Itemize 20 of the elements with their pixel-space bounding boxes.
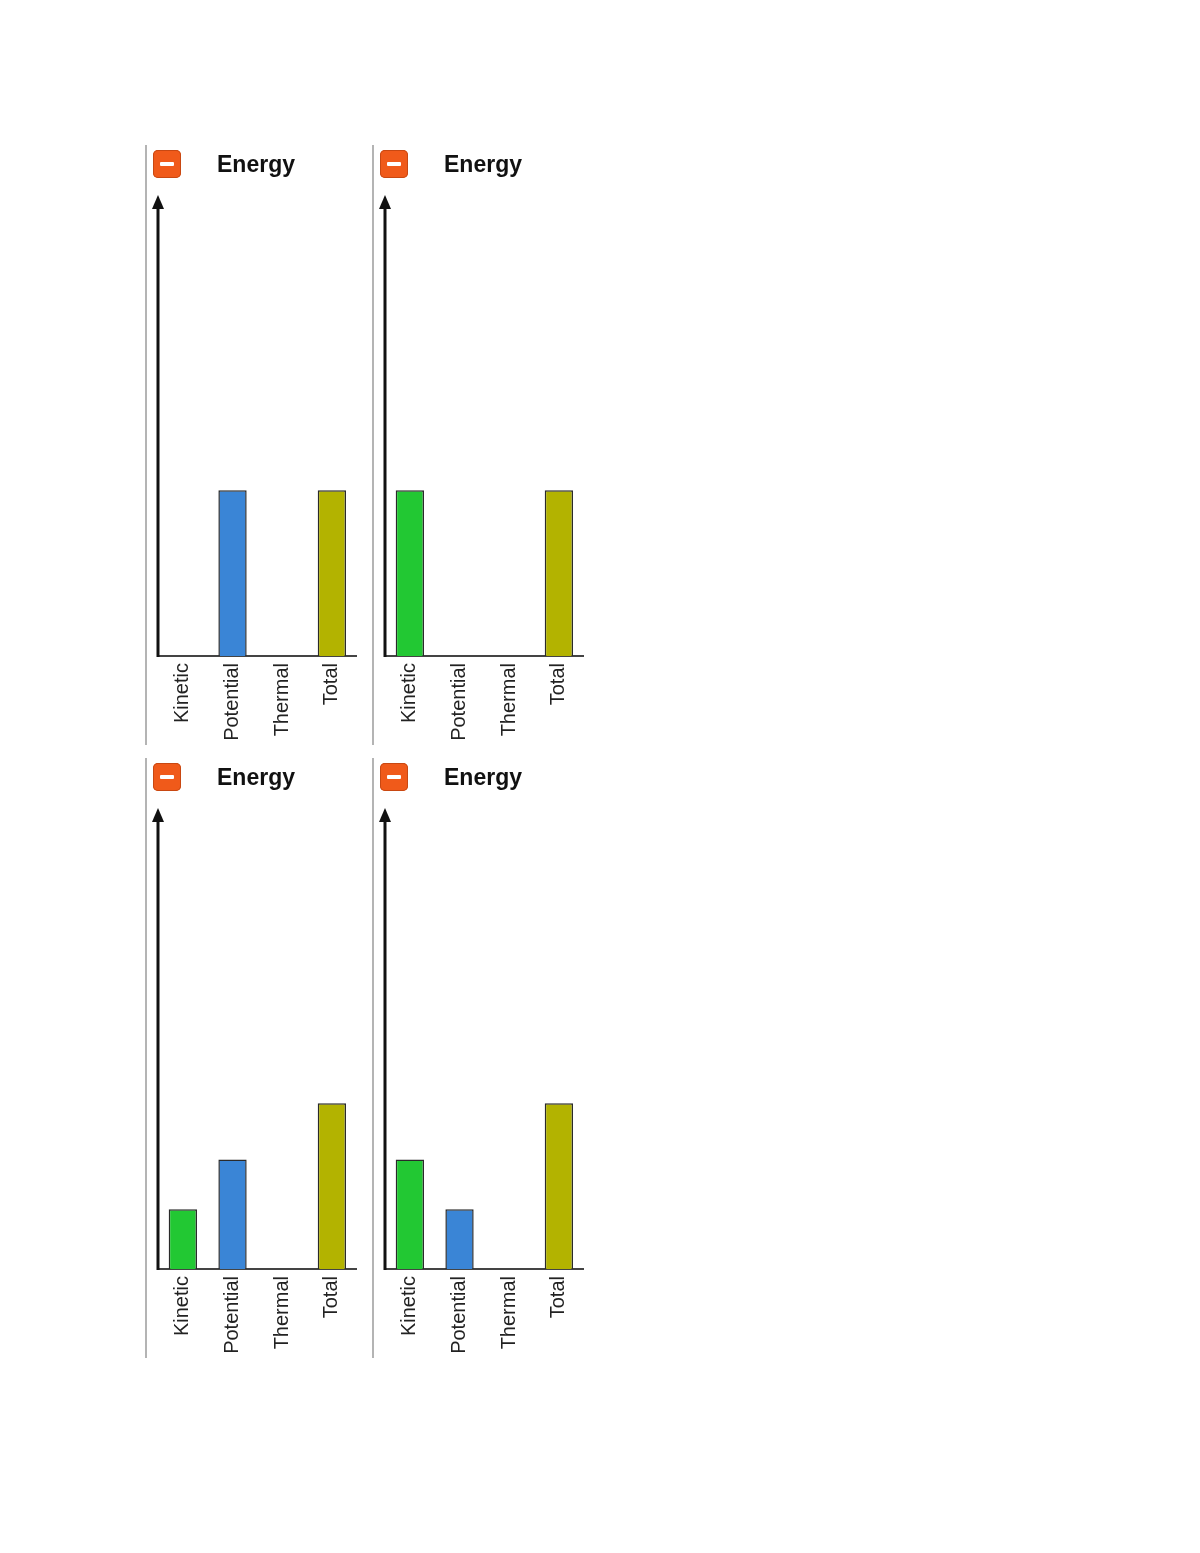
x-tick-label: Kinetic (170, 663, 193, 724)
x-tick-label: Total (546, 1276, 569, 1319)
x-tick-label: Kinetic (170, 1276, 193, 1337)
chart-title: Energy (444, 150, 522, 179)
x-tick-label: Thermal (496, 1276, 519, 1350)
chart-title: Energy (217, 763, 295, 792)
x-tick-label: Potential (220, 663, 243, 741)
x-tick-label: Total (319, 1276, 342, 1319)
x-tick-label: Thermal (269, 663, 292, 737)
x-tick-label: Thermal (269, 1276, 292, 1350)
x-tick-label: Kinetic (397, 1276, 420, 1337)
chart-title: Energy (444, 763, 522, 792)
x-tick-label: Total (319, 663, 342, 706)
x-tick-label: Total (546, 663, 569, 706)
x-tick-label: Thermal (496, 663, 519, 737)
x-tick-label: Potential (220, 1276, 243, 1354)
x-tick-label: Kinetic (397, 663, 420, 724)
x-tick-label: Potential (447, 663, 470, 741)
chart-title: Energy (217, 150, 295, 179)
x-tick-label: Potential (447, 1276, 470, 1354)
